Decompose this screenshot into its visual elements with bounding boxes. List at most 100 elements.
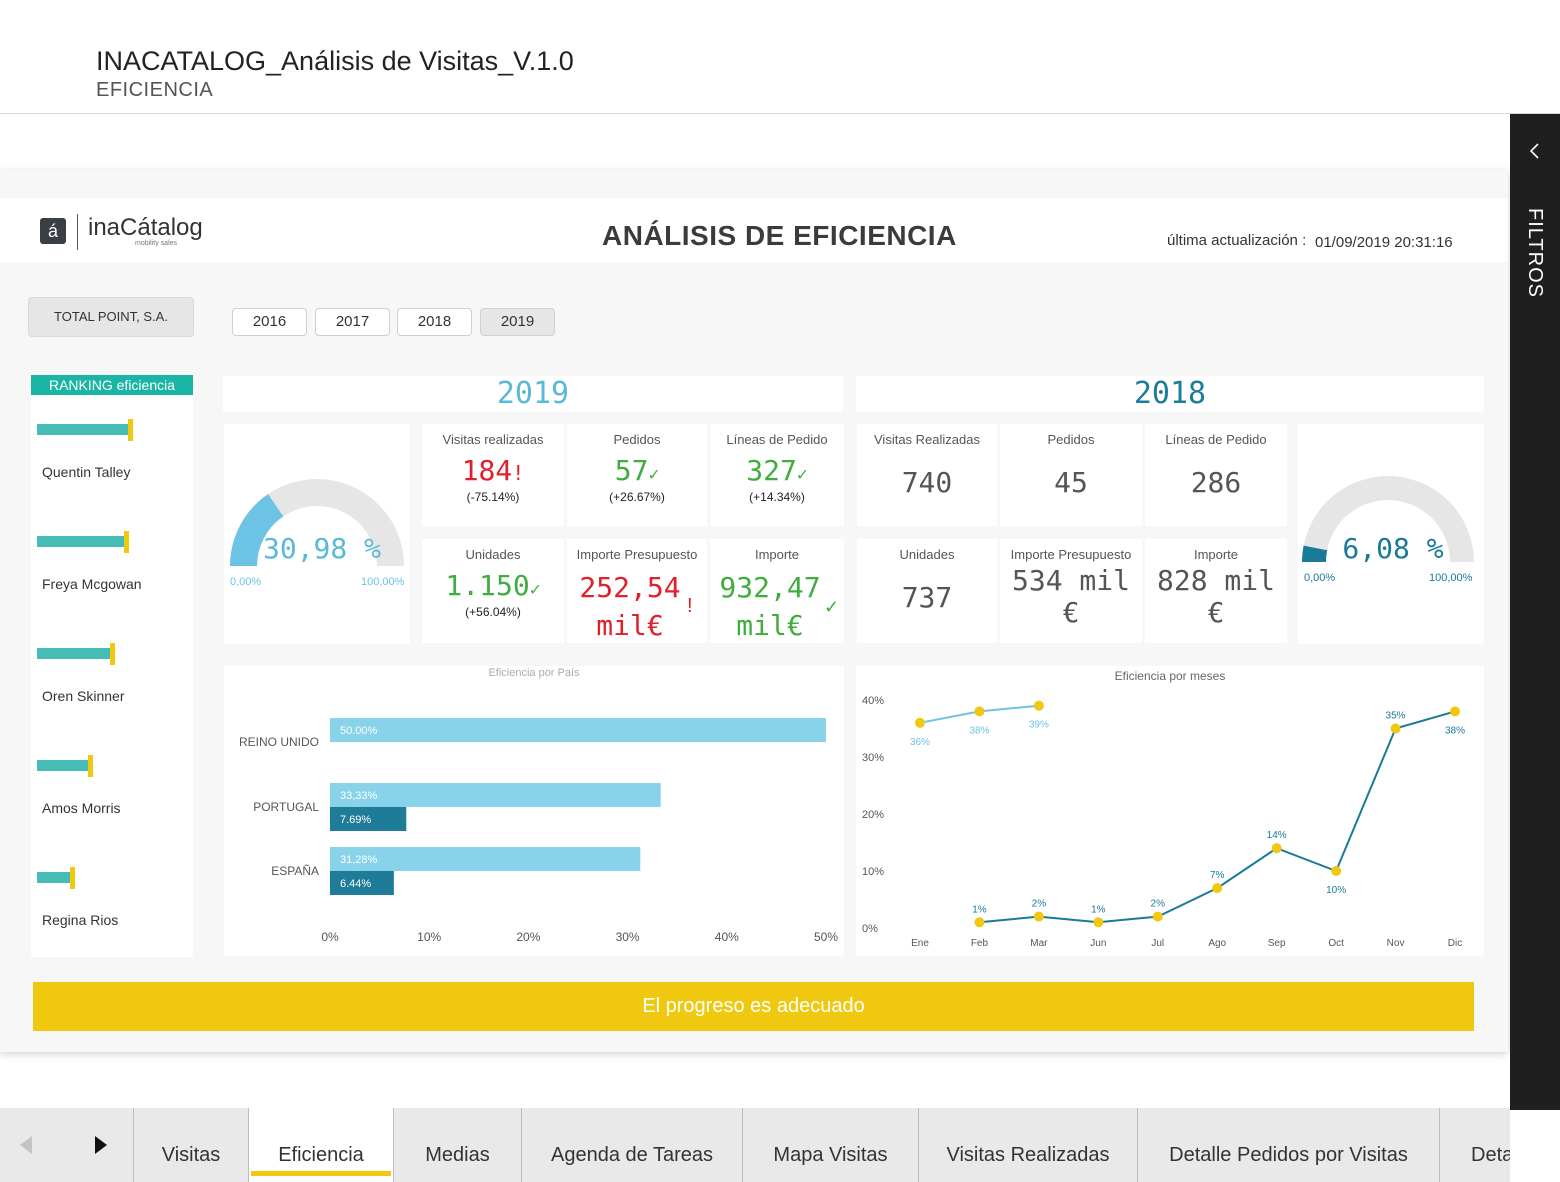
kpi-card-pedidos-2018[interactable]: Pedidos 45 [1000, 424, 1142, 526]
kpi-value: 45 [1054, 466, 1088, 499]
ranking-name: Amos Morris [42, 800, 121, 816]
kpi-card-presupuesto-2019[interactable]: Importe Presupuesto 252,54 mil€ ! [567, 539, 707, 643]
x-tick-label: 40% [715, 930, 739, 944]
year-button-2017[interactable]: 2017 [315, 308, 390, 336]
filter-panel[interactable]: FILTROS [1510, 114, 1560, 1110]
tab-agenda-de-tareas[interactable]: Agenda de Tareas [521, 1108, 742, 1182]
data-label: 38% [1445, 725, 1465, 736]
tab-mapa-visitas[interactable]: Mapa Visitas [742, 1108, 918, 1182]
previous-page-icon[interactable] [12, 1130, 42, 1160]
logo-text: inaCátalog [88, 214, 203, 241]
year-button-2016[interactable]: 2016 [232, 308, 307, 336]
year-2018-title: 2018 [1133, 376, 1207, 411]
alert-icon: ! [687, 595, 693, 617]
kpi-card-presupuesto-2018[interactable]: Importe Presupuesto 534 mil € [1000, 539, 1142, 643]
year-button-2018[interactable]: 2018 [397, 308, 472, 336]
ranking-item[interactable]: Quentin Talley [31, 419, 193, 536]
kpi-card-importe-2019[interactable]: Importe 932,47 mil€ ✓ [710, 539, 844, 643]
x-tick-label: Jun [1090, 938, 1106, 949]
kpi-card-visitas-2019[interactable]: Visitas realizadas 184! (-75.14%) [422, 424, 564, 526]
y-tick-label: 0% [862, 923, 878, 935]
kpi-value: 286 [1190, 466, 1242, 499]
ranking-bar [37, 760, 89, 771]
kpi-label: Unidades [899, 547, 955, 562]
gauge-2018-value: 6,08 % [1342, 532, 1444, 565]
data-point [915, 717, 925, 728]
ranking-item[interactable]: Freya Mcgowan [31, 531, 193, 648]
kpi-card-visitas-2018[interactable]: Visitas Realizadas 740 [857, 424, 997, 526]
tab-medias[interactable]: Medias [393, 1108, 521, 1182]
kpi-card-lineas-2018[interactable]: Líneas de Pedido 286 [1145, 424, 1287, 526]
y-tick-label: 20% [862, 809, 884, 821]
category-label: ESPAÑA [271, 864, 319, 878]
report-title: ANÁLISIS DE EFICIENCIA [602, 220, 957, 251]
data-label: 39% [1029, 720, 1049, 731]
kpi-delta: (+56.04%) [465, 605, 521, 619]
data-label: 38% [969, 725, 989, 736]
check-icon: ✓ [824, 597, 840, 617]
gauge-2019-value: 30,98 % [262, 532, 381, 565]
chevron-left-icon[interactable] [1522, 138, 1548, 164]
kpi-value: 737 [901, 581, 953, 614]
line-chart-svg: Eficiencia por meses 0% 10% 20% 30% 40% Ene Feb… [862, 669, 1465, 949]
tab-visitas[interactable]: Visitas [133, 1108, 248, 1182]
report-canvas: á inaCátalog mobility sales ANÁLISIS DE … [0, 170, 1508, 1052]
ranking-name: Quentin Talley [42, 464, 131, 480]
data-point [1212, 883, 1223, 894]
kpi-delta: (-75.14%) [466, 490, 520, 504]
company-filter-button[interactable]: TOTAL POINT, S.A. [28, 297, 194, 337]
ranking-item[interactable]: Amos Morris [31, 755, 193, 872]
kpi-value: 740 [901, 466, 953, 499]
next-page-icon[interactable] [85, 1130, 115, 1160]
kpi-value: 932,47 mil€ [719, 571, 821, 642]
gauge-2018-min: 0,00% [1304, 572, 1336, 584]
chart-eficiencia-meses[interactable]: Eficiencia por meses 0% 10% 20% 30% 40% Ene Feb… [856, 666, 1484, 956]
data-point [974, 706, 985, 717]
ranking-name: Freya Mcgowan [42, 576, 142, 592]
data-point [1152, 911, 1163, 922]
year-2019-title: 2019 [496, 376, 570, 411]
kpi-card-unidades-2018[interactable]: Unidades 737 [857, 539, 997, 643]
tab-eficiencia[interactable]: Eficiencia [248, 1108, 393, 1182]
kpi-value: 534 mil € [1011, 564, 1130, 629]
bar-chart-svg: Eficiencia por País REINO UNIDO 50.00% PORT… [239, 667, 838, 944]
kpi-delta: (+14.34%) [749, 490, 805, 504]
kpi-value: 828 mil € [1156, 564, 1275, 629]
ranking-item[interactable]: Oren Skinner [31, 643, 193, 760]
data-point [1271, 843, 1282, 854]
data-label: 1% [1091, 904, 1106, 915]
data-point [1093, 917, 1104, 928]
kpi-card-importe-2018[interactable]: Importe 828 mil € [1145, 539, 1287, 643]
x-tick-label: Sep [1268, 938, 1286, 949]
ranking-title: RANKING eficiencia [31, 375, 193, 395]
tab-visitas-realizadas[interactable]: Visitas Realizadas [918, 1108, 1137, 1182]
data-label: 14% [1267, 830, 1287, 841]
x-tick-label: Nov [1387, 938, 1405, 949]
gauge-2019[interactable]: 30,98 % 0,00% 100,00% [224, 424, 410, 644]
tab-detalle-pedidos-por-visitas[interactable]: Detalle Pedidos por Visitas [1137, 1108, 1439, 1182]
gauge-fill [1302, 545, 1328, 562]
filter-label[interactable]: FILTROS [1524, 208, 1546, 298]
kpi-card-pedidos-2019[interactable]: Pedidos 57✓ (+26.67%) [567, 424, 707, 526]
kpi-value: 327✓ [746, 454, 808, 487]
year-2018-header: 2018 [856, 376, 1484, 412]
data-point [1033, 911, 1044, 922]
bar [330, 807, 407, 831]
tab-detalle-overflow[interactable]: Deta [1439, 1108, 1510, 1182]
kpi-card-lineas-2019[interactable]: Líneas de Pedido 327✓ (+14.34%) [710, 424, 844, 526]
y-tick-label: 40% [862, 695, 884, 707]
ranking-target-marker [124, 531, 129, 553]
data-label: 7.69% [340, 814, 371, 826]
page-subtitle: EFICIENCIA [96, 79, 214, 101]
kpi-value: 184! [461, 454, 525, 487]
kpi-card-unidades-2019[interactable]: Unidades 1.150✓ (+56.04%) [422, 539, 564, 643]
gauge-track [230, 479, 404, 566]
x-tick-label: 10% [417, 930, 441, 944]
year-button-2019[interactable]: 2019 [480, 308, 555, 336]
gauge-2018[interactable]: 6,08 % 0,00% 100,00% [1298, 424, 1484, 644]
status-banner: El progreso es adecuado [33, 982, 1474, 1031]
data-point [1033, 700, 1044, 711]
gauge-track [1302, 476, 1474, 562]
ranking-item[interactable]: Regina Rios [31, 867, 193, 984]
chart-eficiencia-pais[interactable]: Eficiencia por País REINO UNIDO 50.00% PORT… [224, 666, 844, 956]
